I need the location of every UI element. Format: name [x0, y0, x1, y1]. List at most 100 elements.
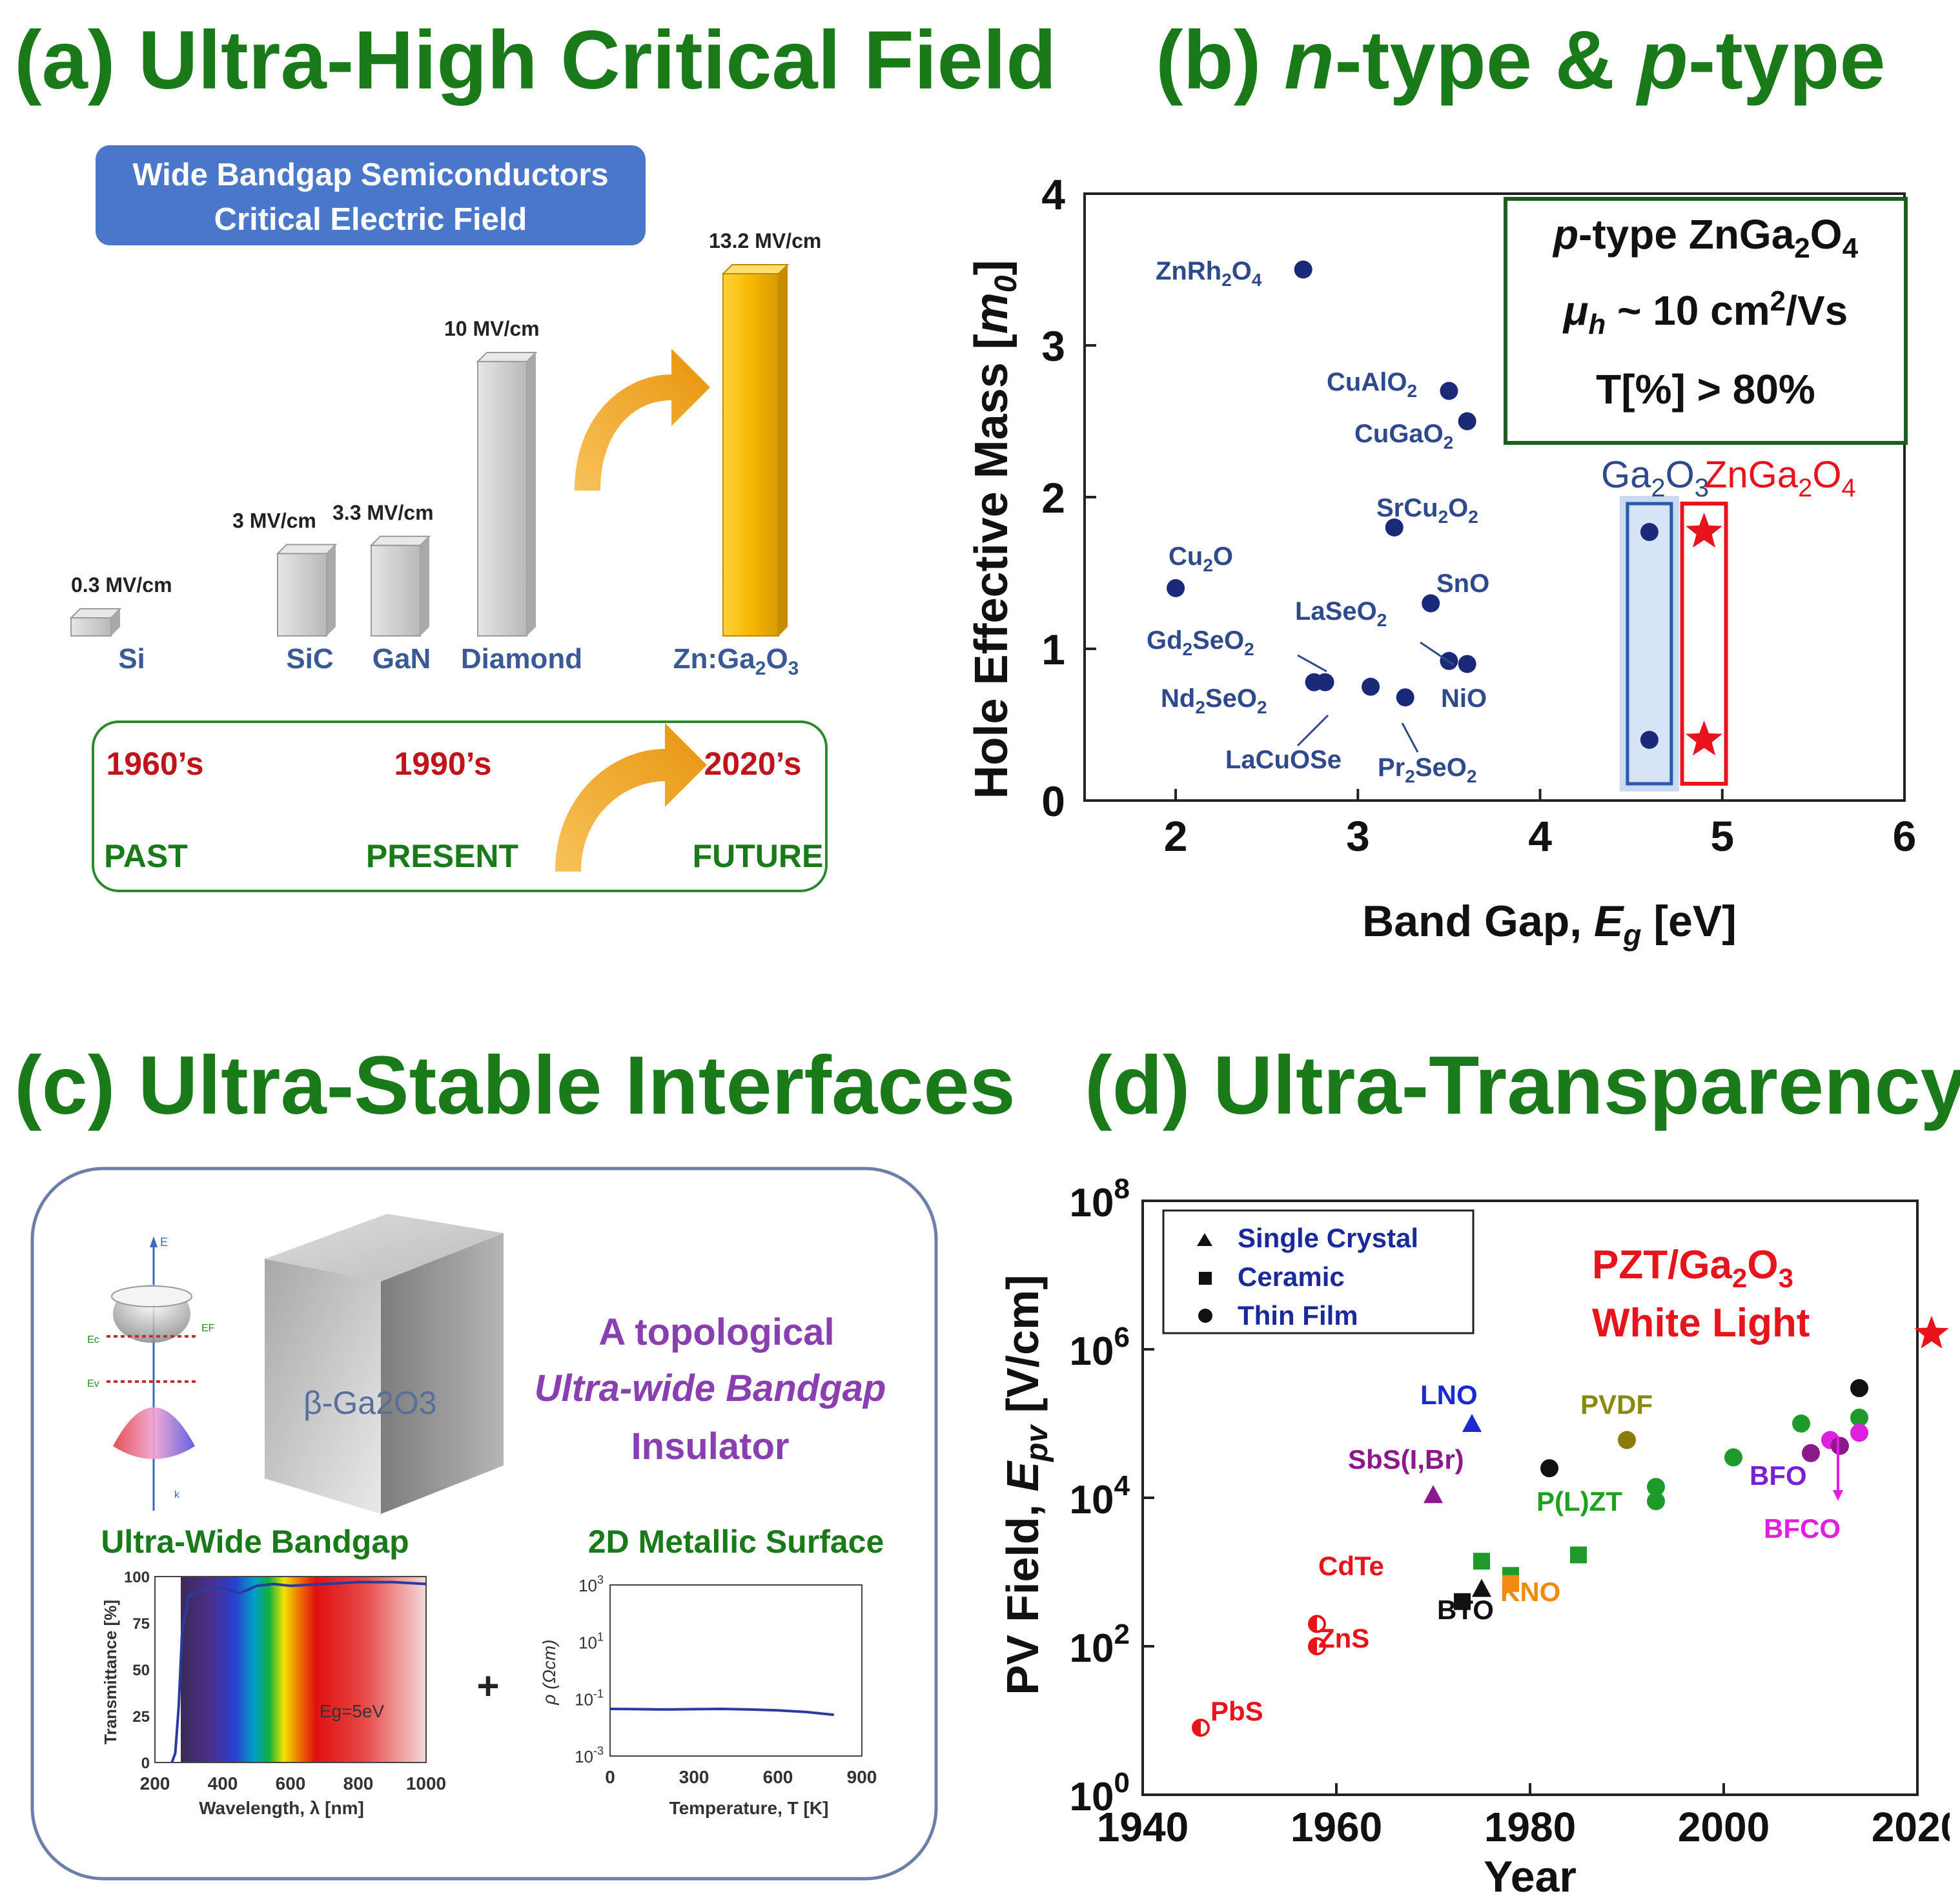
- label-bto: BTO: [1437, 1595, 1494, 1625]
- point-green-1975: [1473, 1553, 1490, 1570]
- legend-ga2o3: Ga2O3: [1601, 454, 1709, 502]
- point-black-2014: [1850, 1379, 1868, 1398]
- cube-top: [265, 1214, 504, 1282]
- ga2o3-highlight-box: [1626, 502, 1673, 786]
- panel-a-box-line1: Wide Bandgap Semiconductors: [132, 158, 608, 192]
- inset-line1: p-type ZnGa2O4: [1552, 211, 1859, 264]
- panel-b-title-end: -type: [1688, 14, 1886, 107]
- trans-curve: [170, 1580, 427, 1763]
- y-tick-label: 4: [1041, 170, 1065, 218]
- label-cdte: CdTe: [1318, 1551, 1384, 1581]
- point-pbs-1946-half: [1193, 1720, 1201, 1736]
- bar-top-sic: [276, 544, 338, 555]
- label-plzt: P(L)ZT: [1536, 1486, 1622, 1517]
- panel-a-title-box: [96, 145, 646, 245]
- point-nd2seo2: [1305, 673, 1323, 691]
- panel-b-ylabel: Hole Effective Mass [m0]: [966, 260, 1023, 799]
- bar-top-zn-ga2o3: [721, 264, 790, 274]
- x-tick-label: 4: [1528, 812, 1552, 860]
- d-x-tick-label: 1980: [1484, 1804, 1576, 1850]
- topo-line3: Insulator: [631, 1425, 790, 1467]
- band-label-ef: EF: [201, 1323, 215, 1334]
- label-bfco: BFCO: [1764, 1513, 1841, 1544]
- label-pbs: PbS: [1210, 1696, 1263, 1726]
- timeline-arrow: [555, 723, 707, 872]
- panel-c-figure: E Ec EF Ev k β-Ga2O3 A topological Ultra…: [30, 1167, 938, 1881]
- arrow-lacuose: [1296, 714, 1329, 747]
- legend-ceramic: Ceramic: [1238, 1262, 1345, 1292]
- bar-gan: [371, 544, 421, 637]
- plus-sign: +: [476, 1664, 499, 1708]
- rho-x-tick: 300: [679, 1767, 709, 1787]
- pzt-ga2o3-annotation: PZT/Ga2O3: [1592, 1243, 1793, 1293]
- timeline-box: [92, 720, 828, 892]
- label-bfo: BFO: [1750, 1460, 1807, 1491]
- panel-b-title-n: n: [1284, 14, 1335, 107]
- panel-b-axes: 2 3 4 5 6 0 1 2 3 4: [1041, 170, 1916, 860]
- panel-d-title: (d) Ultra-Transparency: [1085, 1039, 1960, 1132]
- topo-line2: Ultra-wide Bandgap: [535, 1367, 886, 1409]
- bar-side-si: [111, 609, 120, 636]
- point-bto-1975: [1472, 1578, 1491, 1597]
- point-cu2o: [1167, 579, 1185, 597]
- point-ga2o3: [1640, 523, 1659, 542]
- panel-b-inset-box: [1504, 197, 1908, 445]
- cube-label: β-Ga2O3: [303, 1385, 437, 1421]
- bfco-arrow-head: [1833, 1490, 1843, 1501]
- timeline-2020: 2020’s: [704, 746, 801, 782]
- cat-label-gan: GaN: [373, 643, 431, 675]
- bar-value-sic: 3 MV/cm: [232, 509, 316, 533]
- trans-y-tick: 25: [132, 1708, 150, 1726]
- label-laseo2: LaSeO2: [1295, 597, 1387, 630]
- band-label-ec: Ec: [87, 1334, 99, 1345]
- panel-d-axes: 1940 1960 1980 2000 2020 100 102 104 106 108: [1070, 1173, 1950, 1850]
- timeline-1960: 1960’s: [106, 746, 203, 782]
- point-bfo-2009: [1802, 1444, 1820, 1462]
- d-x-tick-label: 1960: [1291, 1804, 1382, 1850]
- cat-label-si: Si: [118, 643, 145, 675]
- point-nio: [1458, 655, 1476, 673]
- legend-znga2o4: ZnGa2O4: [1704, 454, 1856, 502]
- topo-line1: A topological: [598, 1311, 834, 1353]
- panel-b-title-prefix: (b): [1156, 14, 1284, 107]
- rho-curve: [609, 1707, 834, 1717]
- bar-value-si: 0.3 MV/cm: [71, 573, 172, 597]
- d-y-tick-label: 104: [1070, 1470, 1130, 1522]
- trans-x-tick: 600: [276, 1773, 306, 1793]
- trans-annotation: Eg=5eV: [320, 1701, 385, 1721]
- rho-y-tick: 101: [578, 1630, 604, 1652]
- arrow-gd2seo2: [1297, 654, 1327, 673]
- label-cualo2: CuAlO2: [1327, 368, 1417, 401]
- legend-circle-icon: [1198, 1309, 1212, 1323]
- point-sbs-i-br--1970: [1424, 1485, 1443, 1504]
- timeline-1990: 1990’s: [394, 746, 491, 782]
- x-tick-label: 6: [1893, 812, 1917, 860]
- surface-title: 2D Metallic Surface: [588, 1524, 884, 1560]
- bar-side-sic: [327, 544, 336, 636]
- bar-sic: [277, 553, 327, 637]
- label-pr2seo2: Pr2SeO2: [1378, 753, 1476, 786]
- d-x-tick-label: 2020: [1872, 1804, 1950, 1850]
- legend-thin-film: Thin Film: [1238, 1300, 1358, 1331]
- trans-y-tick: 0: [141, 1755, 150, 1772]
- panel-b-pointer-arrows: [1296, 641, 1455, 753]
- point-green-1993: [1647, 1478, 1665, 1497]
- label-cu2o: Cu2O: [1169, 542, 1233, 575]
- inset-line3: T[%] > 80%: [1596, 366, 1815, 413]
- panel-a-figure: Wide Bandgap Semiconductors Critical Ele…: [69, 145, 828, 892]
- cube-front: [265, 1259, 381, 1514]
- point-bfco-2014: [1850, 1424, 1868, 1442]
- point-black-1982: [1540, 1459, 1558, 1478]
- label-cugao2: CuGaO2: [1354, 420, 1453, 453]
- point-green-2008: [1792, 1415, 1810, 1433]
- panel-d-xlabel: Year: [1484, 1852, 1577, 1898]
- cat-label-zn-ga2o3: Zn:Ga2O3: [673, 643, 799, 679]
- bar-zn-ga2o3: [722, 273, 779, 637]
- rho-ylabel: ρ (Ωcm): [539, 1639, 559, 1705]
- y-tick-label: 3: [1041, 322, 1065, 370]
- point-green-2001: [1724, 1448, 1742, 1467]
- cube-side: [381, 1233, 504, 1514]
- point-srcu2o2: [1385, 518, 1404, 536]
- point-sno: [1422, 594, 1440, 613]
- bar-value-diamond: 10 MV/cm: [444, 317, 540, 340]
